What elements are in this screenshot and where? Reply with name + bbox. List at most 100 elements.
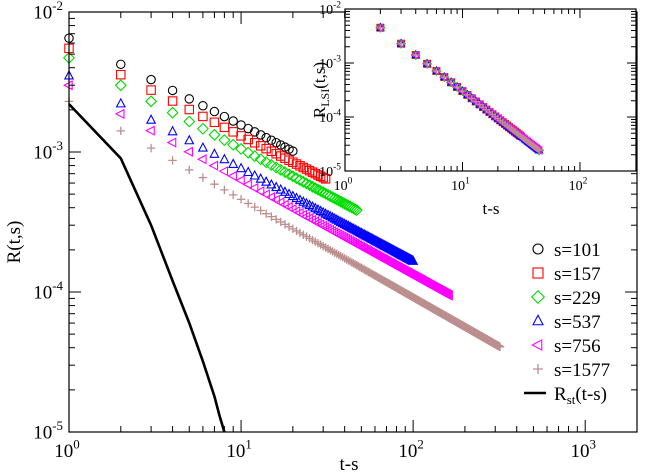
data-point <box>254 186 265 197</box>
inset-data-point <box>447 78 455 86</box>
data-point <box>342 199 355 212</box>
inset-axes-frame <box>344 8 637 172</box>
legend-label: s=1577 <box>554 360 610 381</box>
data-point <box>443 290 453 301</box>
legend-marker-s=101 <box>532 243 544 255</box>
series-s=229 <box>62 51 363 217</box>
data-point <box>310 202 321 213</box>
data-point <box>166 106 179 119</box>
legend-label: s=157 <box>554 264 601 285</box>
data-point <box>208 160 219 171</box>
data-point <box>228 190 238 200</box>
data-point <box>288 157 298 167</box>
data-point <box>219 153 230 164</box>
data-point <box>309 182 322 195</box>
data-point <box>275 183 286 194</box>
data-point <box>243 199 253 208</box>
data-point <box>254 153 267 166</box>
main-x-tick-label: 103 <box>570 436 595 462</box>
inset-data-point <box>397 40 405 48</box>
data-point <box>248 182 259 194</box>
data-point <box>270 194 280 205</box>
data-point <box>184 104 195 115</box>
main-x-tick-exp: 1 <box>245 436 251 451</box>
data-point <box>320 208 331 218</box>
main-y-tick-label: 10-4 <box>33 278 63 304</box>
main-series-group <box>62 33 505 352</box>
data-point <box>243 166 254 177</box>
data-point <box>271 215 281 224</box>
data-point <box>315 205 326 216</box>
inset-x-tick-label: 102 <box>569 177 588 194</box>
legend-ref-sub: st <box>567 392 576 407</box>
data-point <box>292 226 301 236</box>
inset-y-label-main: R <box>310 106 329 118</box>
data-point <box>197 141 209 152</box>
data-point <box>218 166 229 177</box>
main-y-tick-exp: -5 <box>52 418 63 433</box>
inset-y-tick-label: 10-5 <box>319 163 341 180</box>
inset-y-label-sub: LSI <box>318 89 332 107</box>
data-point <box>336 196 349 209</box>
inset-data-point <box>463 91 471 99</box>
data-point <box>227 170 237 182</box>
data-point <box>360 229 371 240</box>
legend-marker-s=537 <box>532 314 544 326</box>
data-point <box>260 189 270 200</box>
main-y-tick-base: 10 <box>33 283 52 304</box>
main-x-tick-label: 100 <box>54 436 79 462</box>
data-point <box>266 178 277 189</box>
data-point <box>249 138 260 148</box>
data-point <box>209 148 220 158</box>
data-point <box>338 197 351 210</box>
data-point <box>288 146 298 156</box>
data-point <box>261 176 272 186</box>
legend-label: s=101 <box>554 240 601 261</box>
main-x-tick-base: 10 <box>398 441 417 462</box>
data-point <box>114 79 127 92</box>
inset-y-axis-label: RLSI(t,s) <box>310 62 332 118</box>
data-point <box>228 158 239 168</box>
inset-data-point <box>468 94 476 102</box>
inset-background <box>346 9 636 171</box>
data-point <box>145 95 158 108</box>
main-y-tick-exp: -4 <box>52 278 63 293</box>
data-point <box>168 156 177 165</box>
inset-x-axis-label: t-s <box>483 199 500 218</box>
data-point <box>219 111 230 122</box>
data-point <box>295 161 305 171</box>
legend-marker-s=1577 <box>533 364 543 374</box>
data-point <box>279 186 291 196</box>
inset-data-point <box>453 83 461 91</box>
data-point <box>291 159 302 169</box>
data-point <box>227 138 240 151</box>
data-point <box>318 206 329 217</box>
legend-label: s=537 <box>554 312 601 333</box>
data-point <box>327 211 338 222</box>
data-point <box>344 256 353 265</box>
data-point <box>311 183 325 196</box>
inset-x-tick-label: 101 <box>451 177 470 194</box>
main-x-tick-base: 10 <box>226 441 245 462</box>
data-point <box>235 175 245 186</box>
data-point <box>266 146 277 157</box>
data-point <box>183 146 193 157</box>
data-point <box>361 230 373 241</box>
data-point <box>278 166 292 179</box>
main-x-tick-exp: 2 <box>417 436 423 451</box>
data-point <box>366 232 377 243</box>
data-point <box>363 231 374 241</box>
main-x-tick-label: 101 <box>226 436 251 462</box>
inset-y-tick-exp: -5 <box>333 163 341 173</box>
data-point <box>255 130 266 140</box>
inset-y-tick-exp: -4 <box>333 109 341 119</box>
data-point <box>261 132 271 143</box>
data-point <box>265 192 276 203</box>
data-point <box>242 179 252 190</box>
inset-x-tick-base: 10 <box>451 179 465 194</box>
series-s=101 <box>64 33 298 156</box>
data-point <box>235 162 247 173</box>
legend-label: s=229 <box>554 288 601 309</box>
